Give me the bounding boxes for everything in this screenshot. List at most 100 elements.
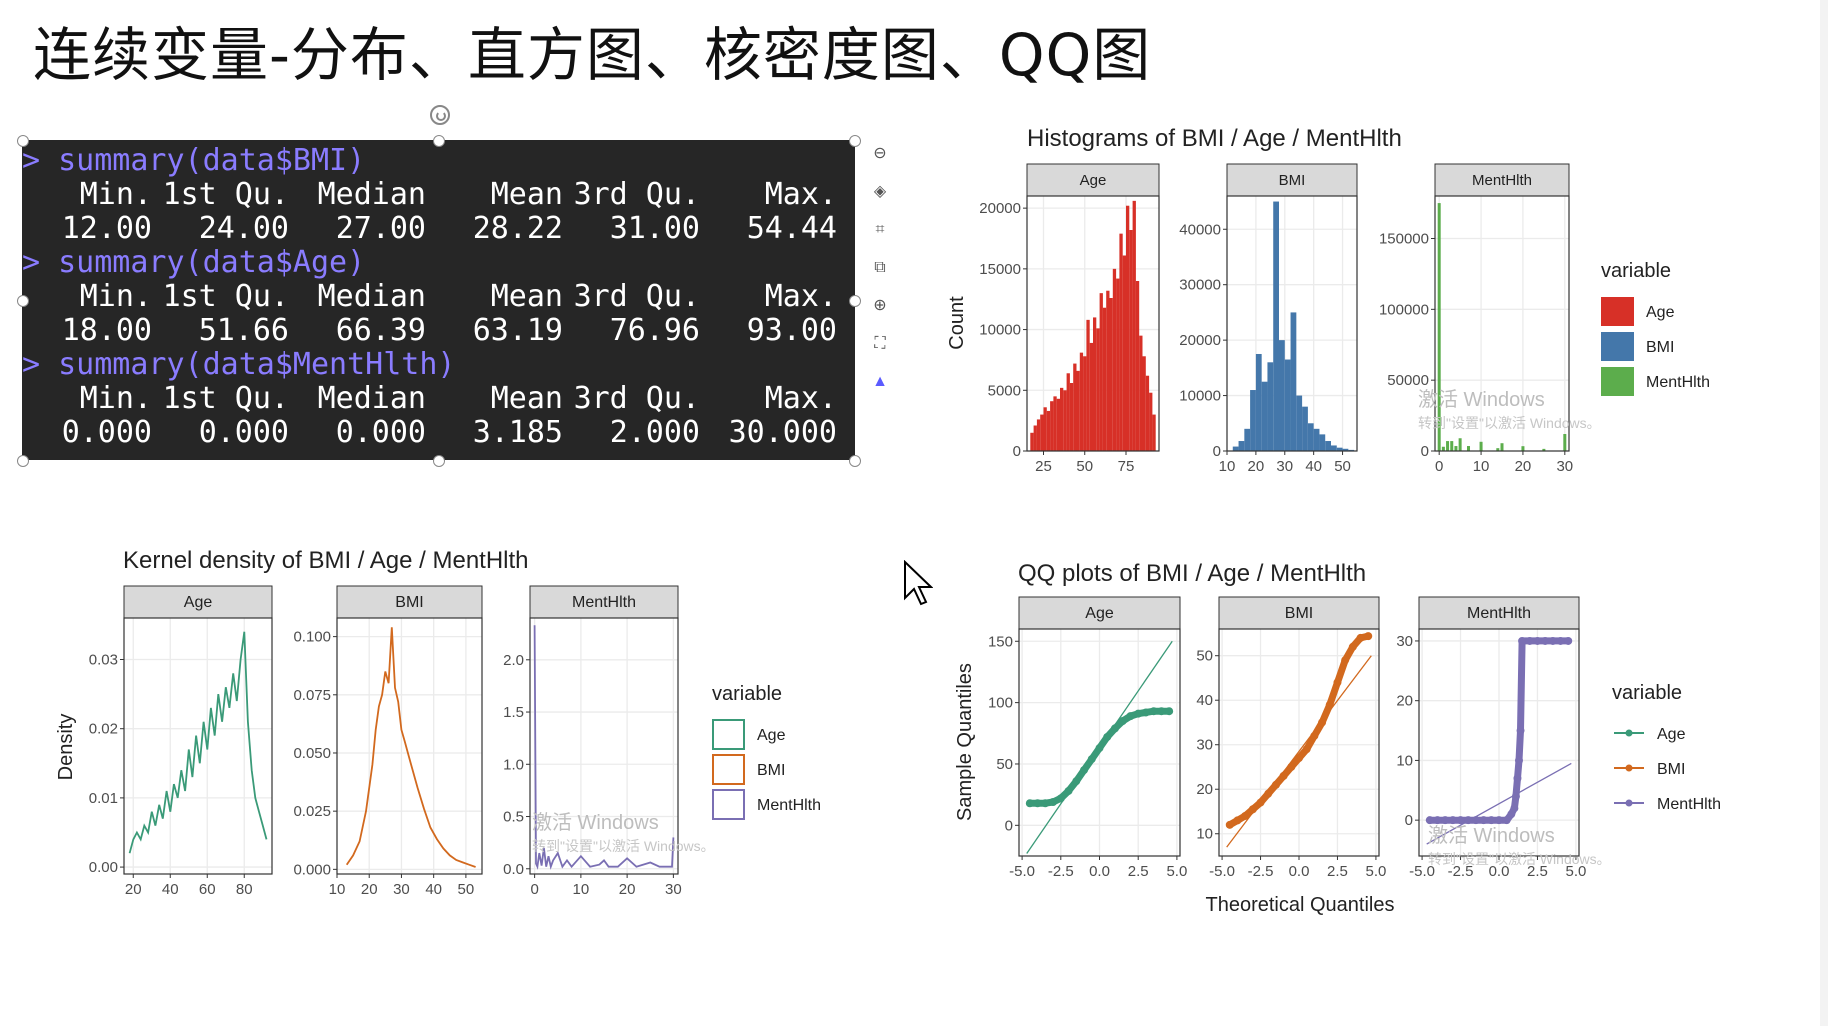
histogram-bar bbox=[1073, 363, 1077, 451]
legend-key bbox=[712, 789, 745, 820]
y-axis-label: Sample Quantiles bbox=[954, 663, 976, 821]
zoom-icon[interactable]: ⊕ bbox=[873, 297, 887, 314]
histogram-bar bbox=[1437, 203, 1441, 451]
histogram-bar bbox=[1149, 392, 1153, 451]
console-cell: 1st Qu. bbox=[162, 177, 289, 212]
x-tick-label: 30 bbox=[1276, 458, 1293, 475]
y-tick-label: 0.075 bbox=[293, 687, 331, 704]
minus-icon[interactable]: ⊖ bbox=[873, 145, 887, 162]
crop-icon[interactable]: ⌗ bbox=[875, 221, 885, 238]
facet-strip bbox=[123, 585, 273, 619]
y-tick-label: 0.5 bbox=[503, 809, 524, 826]
qq-reference-line bbox=[1426, 762, 1572, 845]
facet-label: BMI bbox=[395, 594, 423, 611]
ai-icon[interactable]: ▲ bbox=[872, 373, 888, 390]
console-cell: Mean bbox=[490, 177, 563, 212]
y-tick-label: 2.0 bbox=[503, 652, 524, 669]
y-tick-label: 0 bbox=[1213, 443, 1221, 460]
x-tick-label: 0 bbox=[1435, 458, 1443, 475]
console-cell: 12.00 bbox=[61, 211, 152, 246]
histogram-bar bbox=[1145, 375, 1150, 451]
resize-handle-bl[interactable] bbox=[17, 455, 29, 467]
histogram-bar bbox=[1142, 356, 1146, 451]
x-tick-label: 10 bbox=[1219, 458, 1236, 475]
qq-point bbox=[1225, 820, 1234, 829]
y-tick-label: 40000 bbox=[1179, 221, 1221, 238]
y-tick-label: 50 bbox=[1196, 648, 1213, 665]
facet-strip bbox=[1418, 596, 1580, 630]
x-tick-label: 20 bbox=[361, 881, 378, 898]
console-cell: 93.00 bbox=[746, 313, 837, 348]
qq-point bbox=[1433, 816, 1442, 825]
console-cell: 24.00 bbox=[198, 211, 289, 246]
y-tick-label: 10 bbox=[1396, 752, 1413, 769]
qq-point bbox=[1348, 642, 1357, 651]
qq-point bbox=[1471, 816, 1480, 825]
qq-point bbox=[1033, 799, 1042, 808]
histogram-bar bbox=[1441, 446, 1445, 451]
qq-point bbox=[1056, 794, 1065, 803]
y-tick-label: 40 bbox=[1196, 692, 1213, 709]
legend-key bbox=[712, 754, 745, 785]
y-tick-label: 1.0 bbox=[503, 756, 524, 773]
histogram-bar bbox=[1030, 432, 1034, 451]
resize-handle-mr[interactable] bbox=[849, 295, 861, 307]
x-tick-label: 50 bbox=[1334, 458, 1351, 475]
console-cell: 31.00 bbox=[609, 211, 700, 246]
histogram-bar bbox=[1542, 448, 1546, 451]
resize-handle-br[interactable] bbox=[849, 455, 861, 467]
x-tick-label: 50 bbox=[458, 881, 475, 898]
histogram-bar bbox=[1244, 428, 1251, 451]
histogram-bar bbox=[1319, 434, 1326, 451]
histogram-bar bbox=[1261, 381, 1268, 451]
qq-point bbox=[1025, 799, 1034, 808]
qq-point bbox=[1165, 707, 1174, 716]
legend-key-point bbox=[1625, 764, 1633, 772]
histogram-bar bbox=[1126, 205, 1130, 451]
histogram-bar bbox=[1086, 319, 1090, 451]
x-tick-label: -2.5 bbox=[1248, 863, 1274, 880]
console-cell: 1st Qu. bbox=[162, 279, 289, 314]
y-tick-label: 10 bbox=[1196, 826, 1213, 843]
x-tick-label: 2.5 bbox=[1327, 863, 1348, 880]
console-cell: 76.96 bbox=[609, 313, 700, 348]
resize-handle-bc[interactable] bbox=[433, 455, 445, 467]
copy-icon[interactable]: ⧉ bbox=[874, 259, 886, 276]
x-tick-label: 30 bbox=[393, 881, 410, 898]
histogram-bar bbox=[1056, 398, 1060, 451]
facet-label: MentHlth bbox=[572, 594, 636, 611]
console-cell: 54.44 bbox=[746, 211, 837, 246]
chart-title: Kernel density of BMI / Age / MentHlth bbox=[123, 547, 529, 574]
histogram-bar bbox=[1250, 390, 1256, 451]
panel-background bbox=[530, 618, 678, 874]
histogram-bar bbox=[1036, 419, 1041, 451]
resize-handle-tl[interactable] bbox=[17, 135, 29, 147]
select-icon[interactable]: ⛶ bbox=[874, 335, 886, 352]
histogram-bar bbox=[1284, 359, 1291, 451]
x-tick-label: 40 bbox=[162, 881, 179, 898]
legend-entry: Age bbox=[757, 727, 786, 744]
histogram-bar bbox=[1467, 446, 1470, 451]
y-tick-label: 150000 bbox=[1379, 231, 1429, 248]
layers-icon[interactable]: ◈ bbox=[873, 183, 887, 200]
resize-handle-tr[interactable] bbox=[849, 135, 861, 147]
legend-title: variable bbox=[1601, 260, 1671, 282]
qq-point bbox=[1295, 754, 1303, 763]
histogram-bar bbox=[1563, 434, 1567, 451]
resize-handle-ml[interactable] bbox=[17, 295, 29, 307]
legend-entry: Age bbox=[1657, 726, 1686, 743]
rotate-handle[interactable] bbox=[430, 105, 450, 125]
y-tick-label: 30 bbox=[1396, 633, 1413, 650]
legend-key bbox=[1601, 367, 1634, 396]
histogram-bar bbox=[1119, 233, 1123, 451]
legend-entry: BMI bbox=[1646, 339, 1674, 356]
qq-point bbox=[1456, 816, 1465, 825]
x-tick-label: 10 bbox=[1473, 458, 1490, 475]
qq-point bbox=[1141, 708, 1150, 717]
legend-title: variable bbox=[712, 683, 782, 705]
resize-handle-tc[interactable] bbox=[433, 135, 445, 147]
histogram-bar bbox=[1450, 441, 1454, 451]
console-output-image[interactable]: > summary(data$BMI) Min. 1st Qu. Median Mean… bbox=[22, 140, 855, 460]
qq-point bbox=[1110, 724, 1119, 733]
y-tick-label: 0 bbox=[1405, 812, 1413, 829]
